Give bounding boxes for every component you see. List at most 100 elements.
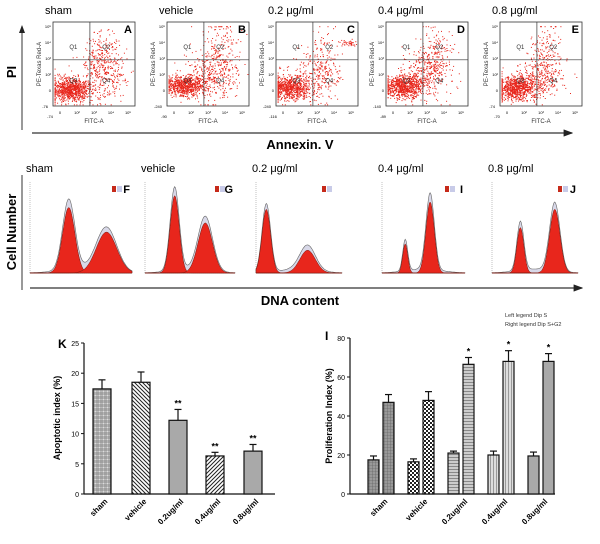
scatter-dot xyxy=(68,76,70,78)
scatter-dot xyxy=(216,82,218,84)
scatter-dot xyxy=(210,90,212,92)
scatter-dot xyxy=(411,79,412,80)
scatter-dot xyxy=(59,93,61,95)
scatter-dot xyxy=(61,89,62,91)
scatter-dot xyxy=(104,103,106,105)
scatter-dot xyxy=(436,73,438,74)
scatter-dot xyxy=(450,74,452,76)
scatter-dot xyxy=(236,87,238,89)
scatter-dot xyxy=(324,81,326,83)
scatter-dot xyxy=(389,84,391,86)
scatter-dot xyxy=(200,86,202,87)
scatter-dot xyxy=(67,97,69,99)
scatter-dot xyxy=(194,88,196,89)
scatter-dot xyxy=(420,79,422,81)
scatter-dot xyxy=(291,98,293,100)
scatter-dot xyxy=(66,87,68,89)
scatter-dot xyxy=(79,80,80,82)
scatter-dot xyxy=(419,79,421,81)
scatter-dot xyxy=(98,41,100,43)
scatter-dot xyxy=(189,74,191,76)
scatter-dot xyxy=(435,56,437,58)
scatter-dot xyxy=(86,67,88,69)
scatter-dot xyxy=(204,72,206,74)
scatter-dot xyxy=(429,63,431,65)
scatter-dot xyxy=(324,44,325,46)
scatter-dot xyxy=(403,99,405,101)
x-tick-label: 10⁴ xyxy=(222,110,228,115)
scatter-dot xyxy=(404,77,406,79)
scatter-dot xyxy=(175,88,177,90)
scatter-dot xyxy=(278,91,280,93)
scatter-dot xyxy=(286,91,288,93)
scatter-dot xyxy=(54,85,56,87)
scatter-dot xyxy=(210,74,212,75)
scatter-dot xyxy=(73,82,75,84)
scatter-dot xyxy=(198,85,200,87)
scatter-dot xyxy=(304,64,306,66)
scatter-dot xyxy=(400,78,402,80)
scatter-dot xyxy=(296,68,298,70)
scatter-dot xyxy=(338,77,340,79)
scatter-dot xyxy=(418,58,420,60)
scatter-dot xyxy=(187,90,189,92)
scatter-dot xyxy=(96,59,98,61)
scatter-dot xyxy=(209,66,211,68)
scatter-dot xyxy=(61,83,63,85)
scatter-dot xyxy=(95,71,97,73)
scatter-dot xyxy=(448,31,450,33)
scatter-dot xyxy=(427,85,429,86)
scatter-dot xyxy=(180,76,181,78)
x-tick-label: 10³ xyxy=(205,110,211,115)
scatter-dot xyxy=(168,91,170,93)
scatter-dot xyxy=(61,90,63,92)
scatter-dot xyxy=(182,91,184,93)
scatter-dot xyxy=(200,66,202,68)
scatter-dot xyxy=(82,93,83,95)
scatter-dot xyxy=(173,82,175,84)
scatter-dot xyxy=(185,75,187,77)
scatter-dot xyxy=(67,100,69,102)
scatter-dot xyxy=(244,64,246,65)
scatter-dot xyxy=(97,86,99,88)
scatter-dot xyxy=(415,90,417,92)
scatter-dot xyxy=(296,91,298,93)
scatter-dot xyxy=(72,91,74,93)
scatter-dot xyxy=(438,82,440,84)
scatter-dot xyxy=(66,90,68,92)
scatter-dot xyxy=(187,90,189,92)
scatter-dot xyxy=(316,81,318,83)
scatter-dot xyxy=(210,79,212,81)
scatter-dot xyxy=(429,82,430,84)
scatter-dot xyxy=(394,97,396,99)
scatter-dot xyxy=(439,72,441,74)
scatter-dot xyxy=(191,75,193,77)
scatter-dot xyxy=(287,90,289,92)
scatter-dot xyxy=(87,88,89,90)
scatter-dot xyxy=(391,87,393,89)
scatter-dot xyxy=(184,84,186,86)
scatter-dot xyxy=(286,77,288,79)
scatter-dot xyxy=(287,96,289,98)
scatter-dot xyxy=(212,73,214,75)
scatter-dot xyxy=(420,91,421,93)
scatter-dot xyxy=(230,43,232,45)
scatter-dot xyxy=(395,83,397,85)
scatter-dot xyxy=(207,86,209,88)
scatter-dot xyxy=(399,89,401,91)
scatter-dot xyxy=(428,93,430,95)
scatter-dot xyxy=(183,54,185,56)
scatter-dot xyxy=(201,87,203,89)
scatter-dot xyxy=(335,68,337,70)
scatter-dot xyxy=(290,74,292,76)
scatter-dot xyxy=(59,89,60,91)
scatter-dot xyxy=(280,83,282,85)
scatter-dot xyxy=(427,58,429,60)
scatter-dot xyxy=(55,89,57,91)
scatter-dot xyxy=(291,81,292,83)
quadrant-label-q4: Q4 xyxy=(102,78,111,84)
scatter-dot xyxy=(122,62,124,64)
scatter-dot xyxy=(66,89,68,91)
scatter-dot xyxy=(434,46,436,48)
scatter-dot xyxy=(191,89,192,90)
